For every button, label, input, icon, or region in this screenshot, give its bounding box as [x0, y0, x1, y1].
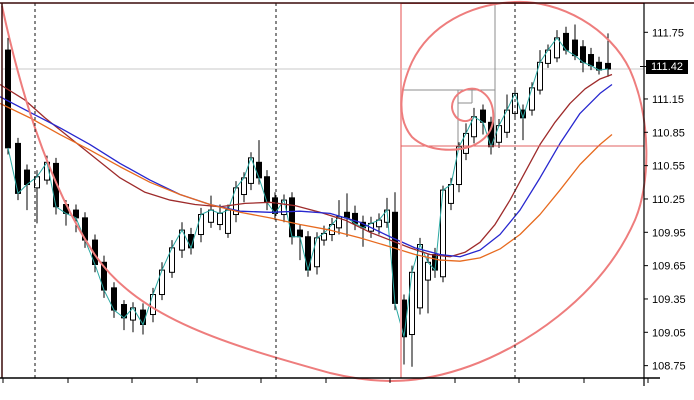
price-axis-label: 110.85 [652, 127, 685, 139]
ma-lines [0, 73, 613, 262]
price-axis-label: 108.75 [652, 361, 686, 373]
ma-line-teal [7, 37, 609, 337]
candlestick-series [5, 24, 611, 367]
ma-mid-blue [0, 83, 613, 258]
price-axis-label: 111.75 [652, 27, 684, 39]
price-axis-label: 109.05 [652, 327, 686, 339]
price-axis-label: 110.25 [652, 194, 685, 206]
price-axis-label: 111.15 [652, 94, 684, 106]
time-axis [2, 378, 649, 383]
ma-fast-maroon [0, 73, 613, 258]
current-price-badge: 111.42 [646, 60, 688, 74]
session-separators [34, 3, 516, 378]
price-axis-label: 110.55 [652, 161, 685, 173]
fibonacci-spiral[interactable] [1, 0, 648, 382]
price-axis[interactable]: 111.75 111.15 110.85 110.55 110.25 109.95 109.… [644, 27, 686, 373]
price-axis-label: 109.95 [652, 227, 686, 239]
current-price-tick [640, 66, 646, 67]
ma-slow-orange [0, 102, 613, 262]
price-axis-label: 109.65 [652, 261, 686, 273]
price-axis-label: 109.35 [652, 294, 686, 306]
